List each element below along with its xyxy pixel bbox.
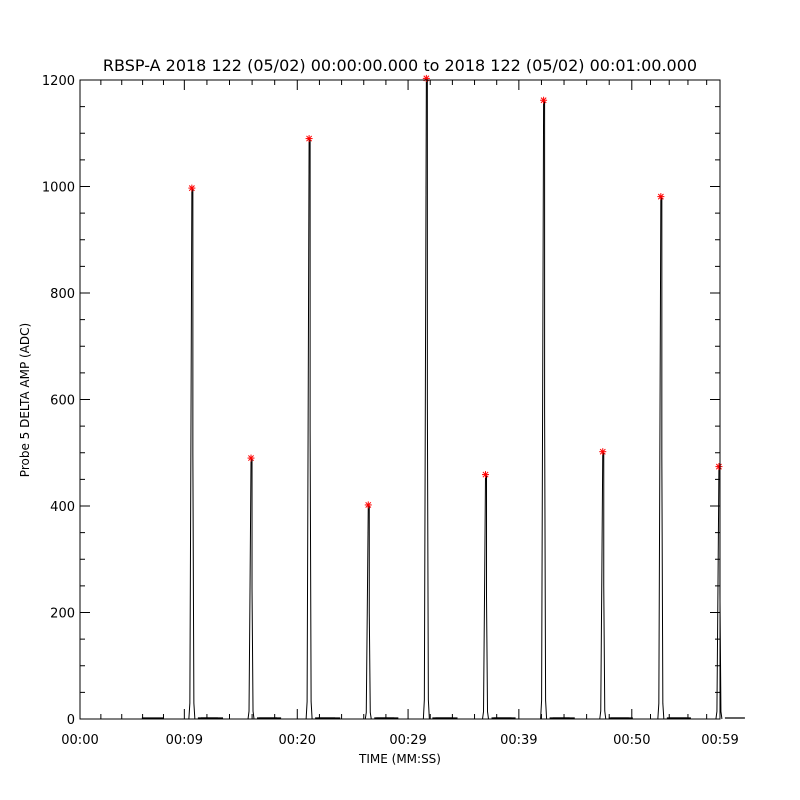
peak-marker-stroke: [248, 455, 255, 462]
x-tick-label: 00:09: [166, 733, 203, 748]
peak-marker: [540, 96, 548, 104]
peak-markers: [188, 74, 723, 509]
x-tick-label: 00:39: [500, 733, 537, 748]
peak-marker-stroke: [482, 471, 489, 478]
peak-marker: [305, 135, 313, 143]
peak-marker: [188, 184, 196, 192]
y-tick-label: 1200: [42, 74, 75, 89]
peak-marker: [482, 471, 490, 479]
y-tick-label: 600: [50, 394, 75, 409]
series-line: [188, 78, 723, 720]
data-series: [141, 78, 745, 720]
y-tick-label: 0: [67, 713, 75, 728]
peak-marker-stroke: [188, 185, 195, 192]
y-tick-label: 200: [50, 607, 75, 622]
peak-marker: [422, 74, 430, 82]
peak-marker-stroke: [657, 193, 664, 200]
y-tick-label: 400: [50, 500, 75, 515]
y-tick-label: 1000: [42, 181, 75, 196]
x-ticks: 00:00 00:09 00:20 00:29 00:39 00:50 00:59: [61, 80, 739, 748]
plot-frame: [79, 79, 721, 720]
y-tick-label: 800: [50, 287, 75, 302]
peak-marker-stroke: [365, 501, 372, 508]
peak-marker-stroke: [715, 463, 722, 470]
x-tick-label: 00:00: [61, 733, 98, 748]
x-tick-label: 00:50: [613, 733, 650, 748]
peak-marker: [599, 448, 607, 456]
x-tick-label: 00:20: [279, 733, 316, 748]
chart-title: RBSP-A 2018 122 (05/02) 00:00:00.000 to …: [103, 56, 697, 75]
peak-marker: [247, 454, 255, 462]
peak-marker-stroke: [306, 135, 313, 142]
x-tick-label: 00:29: [389, 733, 426, 748]
y-axis-label: Probe 5 DELTA AMP (ADC): [18, 323, 32, 477]
y-ticks: 0 200 400 600 800 1000 1200: [42, 74, 720, 728]
peak-marker: [657, 193, 665, 201]
x-axis-label: TIME (MM:SS): [358, 752, 441, 766]
peak-marker-stroke: [540, 97, 547, 104]
x-tick-label: 00:59: [701, 733, 738, 748]
peak-marker-stroke: [599, 448, 606, 455]
peak-marker: [364, 501, 372, 509]
peak-marker: [715, 463, 723, 471]
